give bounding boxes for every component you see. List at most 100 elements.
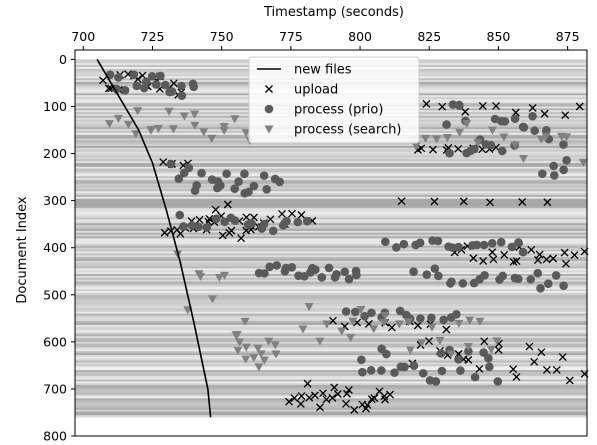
legend-label: process (prio) bbox=[294, 103, 383, 118]
upload-marker bbox=[417, 144, 426, 153]
process-search-marker bbox=[179, 112, 189, 121]
process-search-marker bbox=[271, 350, 281, 359]
process-search-marker bbox=[578, 158, 588, 167]
process-prio-marker bbox=[367, 308, 376, 318]
upload-marker bbox=[540, 109, 549, 118]
document-band bbox=[75, 202, 587, 205]
process-search-marker bbox=[131, 130, 141, 139]
upload-marker bbox=[288, 209, 297, 218]
process-search-marker bbox=[510, 141, 520, 150]
process-prio-marker bbox=[366, 366, 376, 375]
document-band bbox=[75, 366, 587, 369]
process-prio-marker bbox=[559, 140, 568, 149]
upload-marker bbox=[242, 213, 251, 222]
document-band bbox=[75, 311, 587, 315]
document-band bbox=[75, 259, 587, 262]
process-prio-marker bbox=[497, 146, 507, 156]
document-band bbox=[75, 323, 587, 326]
document-band bbox=[75, 232, 587, 236]
process-prio-marker bbox=[220, 217, 229, 227]
process-prio-marker bbox=[212, 214, 221, 224]
process-prio-marker bbox=[293, 217, 303, 227]
process-prio-marker bbox=[151, 80, 161, 89]
document-band bbox=[75, 298, 587, 302]
process-search-marker bbox=[465, 316, 475, 325]
process-prio-marker bbox=[311, 265, 320, 275]
document-band bbox=[75, 328, 587, 332]
y-tick-label: 300 bbox=[43, 193, 67, 208]
process-prio-marker bbox=[551, 271, 561, 280]
document-band bbox=[75, 191, 587, 194]
process-prio-marker bbox=[487, 239, 497, 248]
document-band bbox=[75, 339, 587, 343]
process-search-marker bbox=[164, 107, 174, 116]
y-tick-label: 600 bbox=[43, 334, 67, 349]
process-prio-marker bbox=[431, 377, 441, 386]
document-band bbox=[75, 283, 587, 286]
document-band bbox=[75, 240, 587, 243]
upload-marker bbox=[333, 390, 342, 398]
document-band bbox=[75, 294, 587, 298]
process-search-marker bbox=[230, 115, 240, 124]
process-prio-marker bbox=[542, 126, 551, 135]
document-band bbox=[75, 221, 587, 224]
x-tick-label: 850 bbox=[487, 29, 511, 44]
document-band bbox=[75, 162, 587, 166]
document-band bbox=[75, 144, 587, 147]
process-search-marker bbox=[427, 323, 437, 332]
upload-marker bbox=[560, 248, 569, 257]
process-prio-marker bbox=[275, 177, 284, 187]
upload-marker bbox=[322, 395, 331, 404]
upload-marker bbox=[570, 251, 579, 259]
process-prio-marker bbox=[260, 269, 269, 278]
upload-marker bbox=[552, 365, 561, 374]
process-prio-marker bbox=[533, 268, 543, 278]
upload-marker bbox=[430, 197, 439, 206]
process-prio-marker bbox=[434, 271, 443, 281]
process-prio-marker bbox=[484, 353, 493, 363]
process-prio-marker bbox=[167, 87, 177, 96]
document-band bbox=[75, 230, 587, 234]
document-band bbox=[75, 324, 587, 328]
y-tick-label: 700 bbox=[43, 381, 67, 396]
upload-marker bbox=[428, 145, 437, 154]
document-band bbox=[75, 194, 587, 198]
upload-marker bbox=[386, 390, 394, 399]
document-band bbox=[75, 200, 587, 204]
upload-marker bbox=[543, 198, 552, 207]
document-band bbox=[75, 326, 587, 330]
process-prio-marker bbox=[510, 114, 520, 123]
document-band bbox=[75, 225, 587, 228]
process-prio-marker bbox=[439, 315, 448, 325]
document-band bbox=[75, 362, 587, 366]
process-prio-marker bbox=[559, 281, 568, 291]
document-band bbox=[75, 253, 587, 256]
process-prio-marker bbox=[549, 161, 558, 171]
process-search-marker bbox=[153, 124, 163, 133]
process-prio-marker bbox=[496, 237, 506, 247]
process-prio-marker bbox=[268, 226, 278, 236]
upload-marker bbox=[297, 392, 306, 401]
process-prio-marker bbox=[114, 73, 123, 82]
upload-marker bbox=[265, 85, 273, 93]
process-prio-marker bbox=[175, 210, 185, 220]
upload-marker bbox=[527, 245, 536, 254]
process-prio-marker bbox=[513, 274, 523, 284]
legend-item: new files bbox=[257, 63, 352, 78]
process-search-marker bbox=[446, 350, 456, 359]
process-prio-marker bbox=[437, 366, 447, 376]
document-band bbox=[75, 379, 587, 382]
process-search-marker bbox=[463, 342, 473, 351]
legend-item: process (prio) bbox=[264, 103, 383, 118]
document-band bbox=[75, 223, 587, 226]
upload-marker bbox=[528, 104, 537, 112]
document-band bbox=[75, 243, 587, 247]
process-prio-marker bbox=[177, 81, 186, 91]
process-prio-marker bbox=[222, 169, 231, 179]
upload-marker bbox=[211, 205, 220, 214]
upload-marker bbox=[303, 379, 312, 388]
document-band bbox=[75, 353, 587, 356]
process-prio-marker bbox=[550, 171, 559, 180]
document-band bbox=[75, 403, 587, 407]
process-search-marker bbox=[454, 319, 464, 328]
